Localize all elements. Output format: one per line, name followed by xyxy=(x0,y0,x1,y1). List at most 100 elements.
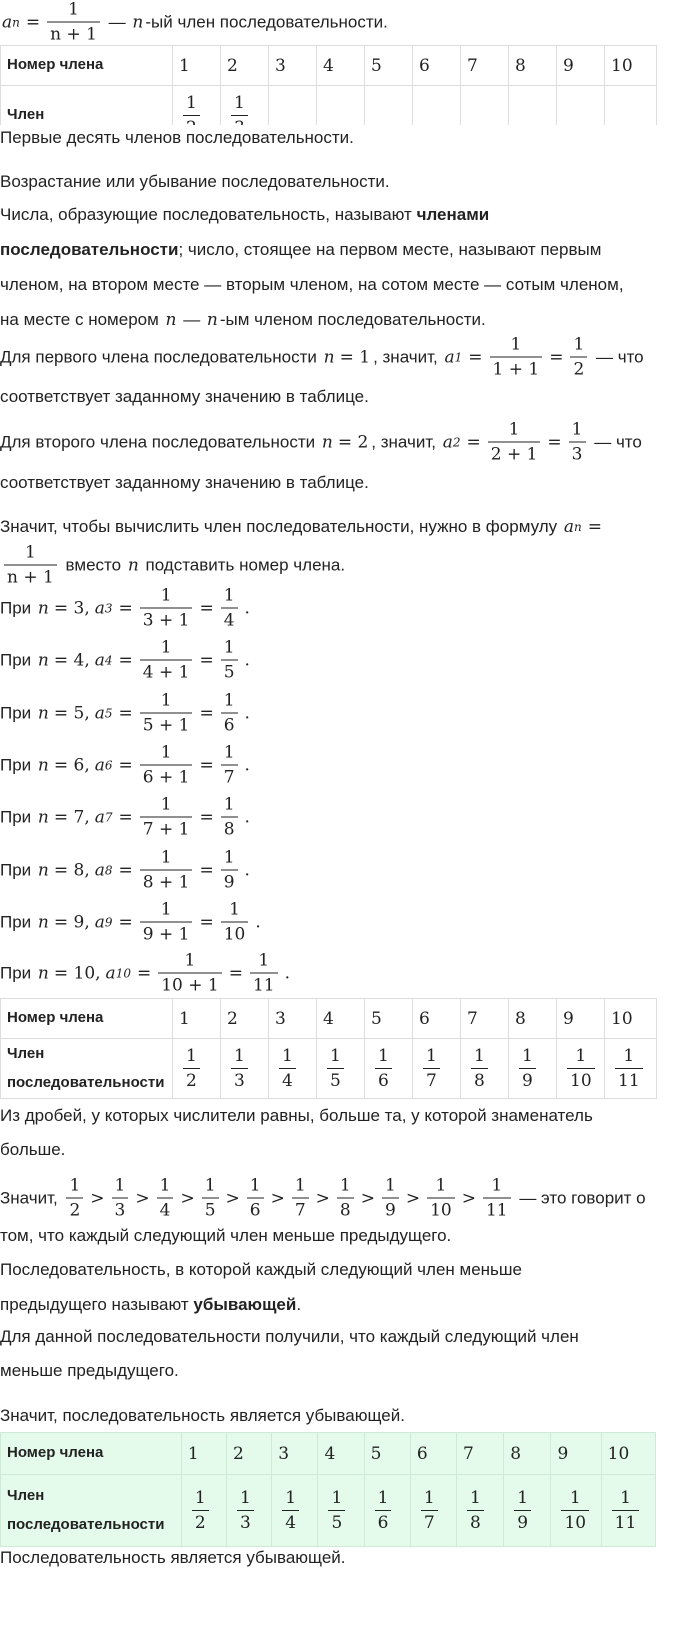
fraction-denominator: 11 xyxy=(615,1068,643,1091)
math-symbol: . xyxy=(244,860,250,880)
member-value xyxy=(556,85,605,125)
math-symbol: > xyxy=(461,1188,476,1208)
math-symbol: = xyxy=(118,703,133,723)
fraction-denominator: 8 xyxy=(467,1510,484,1533)
math-subscript: 10 xyxy=(115,966,131,980)
member-number: 7 xyxy=(456,1432,505,1475)
fraction-numerator: 1 xyxy=(160,637,172,658)
math-symbol: = xyxy=(199,912,214,932)
text-line: предыдущего называют убывающей. xyxy=(0,1295,301,1315)
text-line: Из дробей, у которых числители равны, бо… xyxy=(0,1106,593,1126)
fraction-numerator: 1 xyxy=(223,794,235,815)
text-line: При n = 9, a 9 = 1 9 + 1 = 1 10. xyxy=(0,900,264,945)
fraction: 1 11 xyxy=(249,950,278,996)
member-number: 1 xyxy=(172,998,221,1039)
text-line: Для данной последовательности получили, … xyxy=(0,1327,579,1347)
fraction-denominator: 6 xyxy=(246,1197,264,1221)
bold-term: членами xyxy=(416,205,490,224)
text-run: При xyxy=(0,963,36,982)
fraction: 1 10 + 1 xyxy=(158,951,222,996)
math-symbol: = xyxy=(136,963,152,983)
math-subscript: 2 xyxy=(452,435,461,449)
fraction-numerator: 1 xyxy=(160,690,172,711)
math-symbol: = xyxy=(199,755,214,775)
text-run: Значит, чтобы вычислить член последовате… xyxy=(0,517,562,536)
member-value xyxy=(508,85,557,125)
text-line: a n = 1 n + 1 — n -ый член последовательности… xyxy=(0,0,388,45)
math-symbol: = xyxy=(228,963,243,983)
fraction-denominator: 5 xyxy=(328,1510,346,1533)
math-symbol: = 2 xyxy=(337,432,369,452)
text-run: Для первого члена последовательности xyxy=(0,347,322,366)
text-run: подставить номер члена. xyxy=(140,555,346,574)
fraction-denominator: 8 xyxy=(220,816,238,840)
math-variable: n xyxy=(37,807,49,827)
fraction: 1 10 xyxy=(561,1488,590,1533)
member-value: 1 11 xyxy=(600,1474,657,1547)
text-line: Значит, чтобы вычислить член последовате… xyxy=(0,517,605,537)
math-symbol: = xyxy=(466,432,481,452)
math-symbol: > xyxy=(90,1188,105,1208)
text-line: Первые десять членов последовательности. xyxy=(0,128,354,148)
fraction-denominator: 6 xyxy=(374,1510,392,1533)
math-variable: n xyxy=(37,598,49,618)
fraction: 12 xyxy=(183,93,200,125)
fraction-denominator: 10 + 1 xyxy=(158,972,222,996)
math-symbol: = xyxy=(587,517,602,537)
fraction-numerator: 1 xyxy=(423,1488,435,1508)
fraction-denominator: 6 xyxy=(375,1068,392,1091)
member-value xyxy=(412,85,461,125)
math-symbol: > xyxy=(180,1188,195,1208)
math-symbol: = 7, xyxy=(53,807,90,827)
text-line: соответствует заданному значению в табли… xyxy=(0,473,369,493)
fraction-numerator: 1 xyxy=(258,950,270,971)
fraction-denominator: 7 xyxy=(220,764,238,788)
fraction-numerator: 1 xyxy=(160,847,172,868)
fraction-denominator: 4 xyxy=(220,607,238,631)
fraction-numerator: 1 xyxy=(223,637,235,658)
member-number: 10 xyxy=(604,45,657,86)
table-row-number: Номер члена 1 2 3 4 5 6 7 8 9 10 xyxy=(0,998,657,1039)
row-label: Номер члена xyxy=(0,998,173,1039)
text-run: При xyxy=(0,860,36,879)
member-number: 7 xyxy=(460,998,509,1039)
text-line: При n = 10, a 10 = 1 10 + 1 = 1 11. xyxy=(0,951,293,996)
fraction: 1 10 xyxy=(220,900,249,945)
text-run: Первые десять членов последовательности. xyxy=(0,128,354,147)
math-symbol: = xyxy=(199,703,214,723)
member-number: 3 xyxy=(268,45,317,86)
text-line: При n = 3, a 3 = 1 3 + 1 = 1 4. xyxy=(0,586,253,631)
fraction-numerator: 1 xyxy=(470,1488,481,1508)
fraction-denominator: 1 + 1 xyxy=(489,356,543,380)
member-number: 5 xyxy=(364,998,413,1039)
text-line: При n = 5, a 5 = 1 5 + 1 = 1 6. xyxy=(0,691,253,736)
text-run: — xyxy=(178,310,205,329)
math-symbol: = xyxy=(118,807,133,827)
member-value xyxy=(460,85,509,125)
member-value: 1 10 xyxy=(550,1474,602,1547)
text-run: -ым членом последовательности. xyxy=(219,310,486,329)
table-row-member: Член последовательности 1 2 1 3 1 4 1 5 1 6 1 7 1 8 1 9 1… xyxy=(0,1038,657,1099)
text-run: Из дробей, у которых числители равны, бо… xyxy=(0,1106,593,1125)
fraction-denominator: 10 xyxy=(427,1197,455,1221)
fraction: 1 10 xyxy=(427,1176,455,1221)
fraction-denominator: 2 xyxy=(191,1510,209,1533)
fraction-denominator: 3 + 1 xyxy=(139,607,193,631)
fraction-denominator: 7 xyxy=(423,1068,440,1091)
table-members-result: Номер члена 1 2 3 4 5 6 7 8 9 10 Член последователь… xyxy=(0,1432,657,1547)
table-row-member: Член последовательности 1 2 1 3 1 4 1 5 1 6 1 7 1 8 1 9 1… xyxy=(0,1474,657,1547)
text-line: При n = 7, a 7 = 1 7 + 1 = 1 8. xyxy=(0,795,253,840)
